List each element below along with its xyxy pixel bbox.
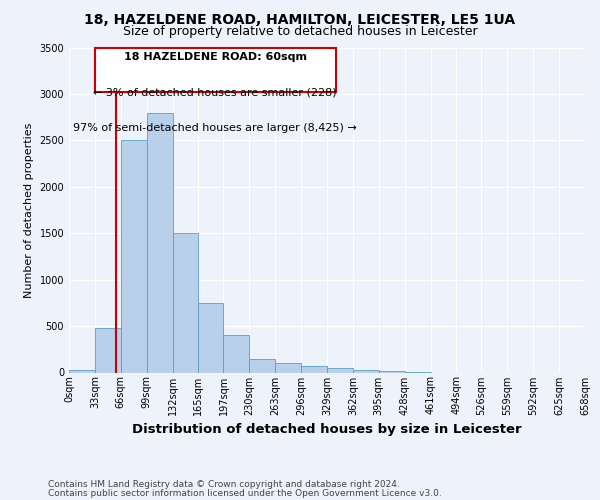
- Text: ← 3% of detached houses are smaller (228): ← 3% of detached houses are smaller (228…: [94, 88, 337, 98]
- Text: 18 HAZELDENE ROAD: 60sqm: 18 HAZELDENE ROAD: 60sqm: [124, 52, 307, 62]
- X-axis label: Distribution of detached houses by size in Leicester: Distribution of detached houses by size …: [132, 423, 522, 436]
- Bar: [69, 370, 95, 372]
- Bar: [301, 366, 327, 372]
- Bar: [379, 370, 404, 372]
- Text: 18, HAZELDENE ROAD, HAMILTON, LEICESTER, LE5 1UA: 18, HAZELDENE ROAD, HAMILTON, LEICESTER,…: [85, 12, 515, 26]
- Bar: [327, 368, 353, 372]
- Bar: [353, 370, 379, 372]
- Bar: [199, 303, 223, 372]
- Bar: [173, 233, 199, 372]
- Bar: [250, 358, 275, 372]
- FancyBboxPatch shape: [95, 48, 335, 92]
- Bar: [275, 363, 301, 372]
- Bar: [121, 140, 146, 372]
- Bar: [146, 112, 173, 372]
- Y-axis label: Number of detached properties: Number of detached properties: [24, 122, 34, 298]
- Text: Contains HM Land Registry data © Crown copyright and database right 2024.: Contains HM Land Registry data © Crown c…: [48, 480, 400, 489]
- Bar: [223, 336, 250, 372]
- Text: 97% of semi-detached houses are larger (8,425) →: 97% of semi-detached houses are larger (…: [73, 123, 357, 133]
- Bar: [95, 328, 121, 372]
- Text: Contains public sector information licensed under the Open Government Licence v3: Contains public sector information licen…: [48, 488, 442, 498]
- Text: Size of property relative to detached houses in Leicester: Size of property relative to detached ho…: [122, 25, 478, 38]
